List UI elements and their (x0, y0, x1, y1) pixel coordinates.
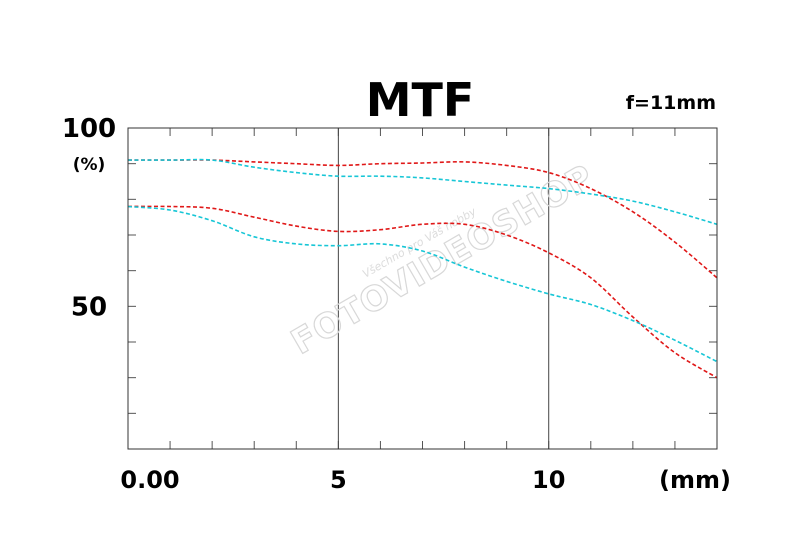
x-tick-label: 5 (330, 466, 347, 494)
x-tick-label: 0.00 (120, 466, 179, 494)
chart-title: MTF (366, 73, 475, 127)
y-tick-label: 50 (71, 292, 107, 322)
series-line-1 (127, 159, 718, 279)
x-tick-labels: 0.00 5 10 (120, 466, 565, 494)
y-unit-label: (%) (73, 155, 106, 175)
watermark-text: FOTOVIDEOSHOP (285, 157, 602, 363)
minor-tick-marks (128, 128, 717, 449)
y-tick-label: 100 (62, 114, 116, 144)
x-unit-label: (mm) (659, 466, 731, 494)
series-line-4 (127, 205, 718, 363)
x-gridlines (337, 128, 550, 449)
series-line-3 (127, 158, 718, 226)
series-lines (127, 158, 718, 379)
y-tick-labels: 100 50 (62, 114, 116, 322)
x-tick-label: 10 (532, 466, 565, 494)
focal-length-label: f=11mm (626, 92, 716, 114)
plot-frame (127, 127, 718, 450)
